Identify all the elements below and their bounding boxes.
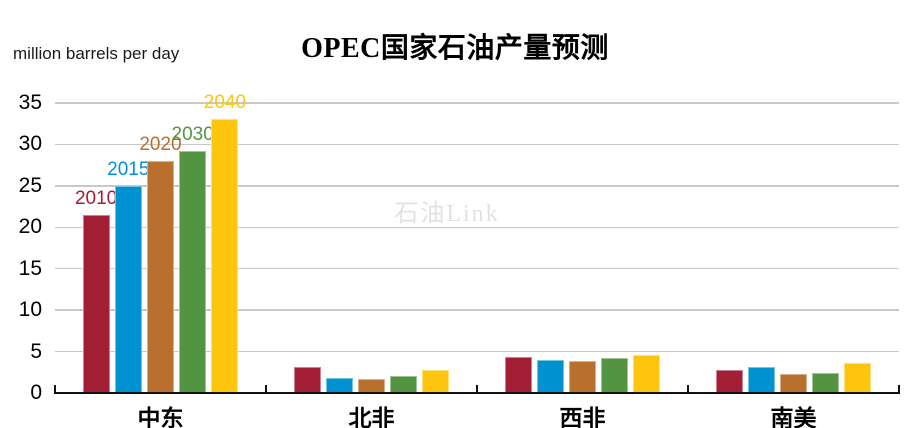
bar-南美-2020: [780, 373, 807, 393]
bar-北非-2030: [390, 375, 418, 393]
bar-北非-2015: [325, 378, 353, 393]
category-label-西非: 西非: [559, 406, 606, 428]
gridline-15: [55, 267, 899, 270]
bar-南美-2015: [747, 367, 775, 393]
watermark: 石油Link: [394, 201, 500, 227]
bar-西非-2020: [569, 360, 596, 393]
bar-北非-2040: [422, 369, 450, 393]
y-tick-label-0: 0: [30, 381, 42, 404]
gridline-25: [55, 185, 899, 187]
y-tick-label-20: 20: [18, 215, 42, 239]
series-label-2040: 2040: [203, 91, 247, 113]
bar-南美-2030: [812, 373, 840, 393]
y-tick-label-15: 15: [18, 256, 42, 280]
series-label-2010: 2010: [74, 187, 118, 209]
y-tick-label-35: 35: [18, 91, 42, 114]
bar-南美-2010: [715, 369, 743, 393]
bar-中东-2010: [82, 214, 110, 393]
bar-中东-2040: [211, 118, 239, 393]
bar-北非-2020: [358, 378, 385, 393]
x-axis-tick-0: [54, 385, 56, 393]
y-tick-label-30: 30: [18, 132, 42, 156]
y-tick-label-10: 10: [18, 298, 42, 322]
bar-西非-2040: [633, 354, 661, 393]
y-tick-label-25: 25: [18, 173, 42, 197]
x-axis-tick-4: [898, 385, 900, 393]
x-axis-tick-2: [476, 385, 478, 393]
y-tick-label-5: 5: [30, 339, 42, 363]
y-axis-unit-label: million barrels per day: [13, 44, 180, 63]
category-label-北非: 北非: [348, 406, 395, 428]
x-axis-tick-1: [265, 385, 267, 393]
chart-title: OPEC国家石油产量预测: [301, 33, 609, 64]
x-axis-line: [54, 392, 900, 394]
bar-西非-2030: [601, 358, 629, 393]
bar-北非-2010: [293, 367, 321, 393]
gridline-35: [55, 102, 899, 104]
category-label-南美: 南美: [770, 406, 817, 428]
bar-中东-2015: [114, 185, 142, 393]
series-label-2030: 2030: [171, 124, 214, 146]
gridline-30: [55, 143, 899, 146]
category-label-中东: 中东: [137, 406, 184, 428]
bar-西非-2015: [536, 359, 564, 393]
gridline-5: [55, 350, 899, 353]
series-label-2015: 2015: [107, 158, 150, 180]
gridline-20: [55, 226, 899, 229]
x-axis-tick-3: [687, 385, 689, 393]
bar-南美-2040: [844, 363, 872, 393]
bar-中东-2030: [179, 151, 207, 393]
series-label-2020: 2020: [139, 134, 182, 155]
bar-中东-2020: [147, 161, 174, 393]
gridline-10: [55, 309, 899, 311]
bar-西非-2010: [504, 357, 532, 393]
